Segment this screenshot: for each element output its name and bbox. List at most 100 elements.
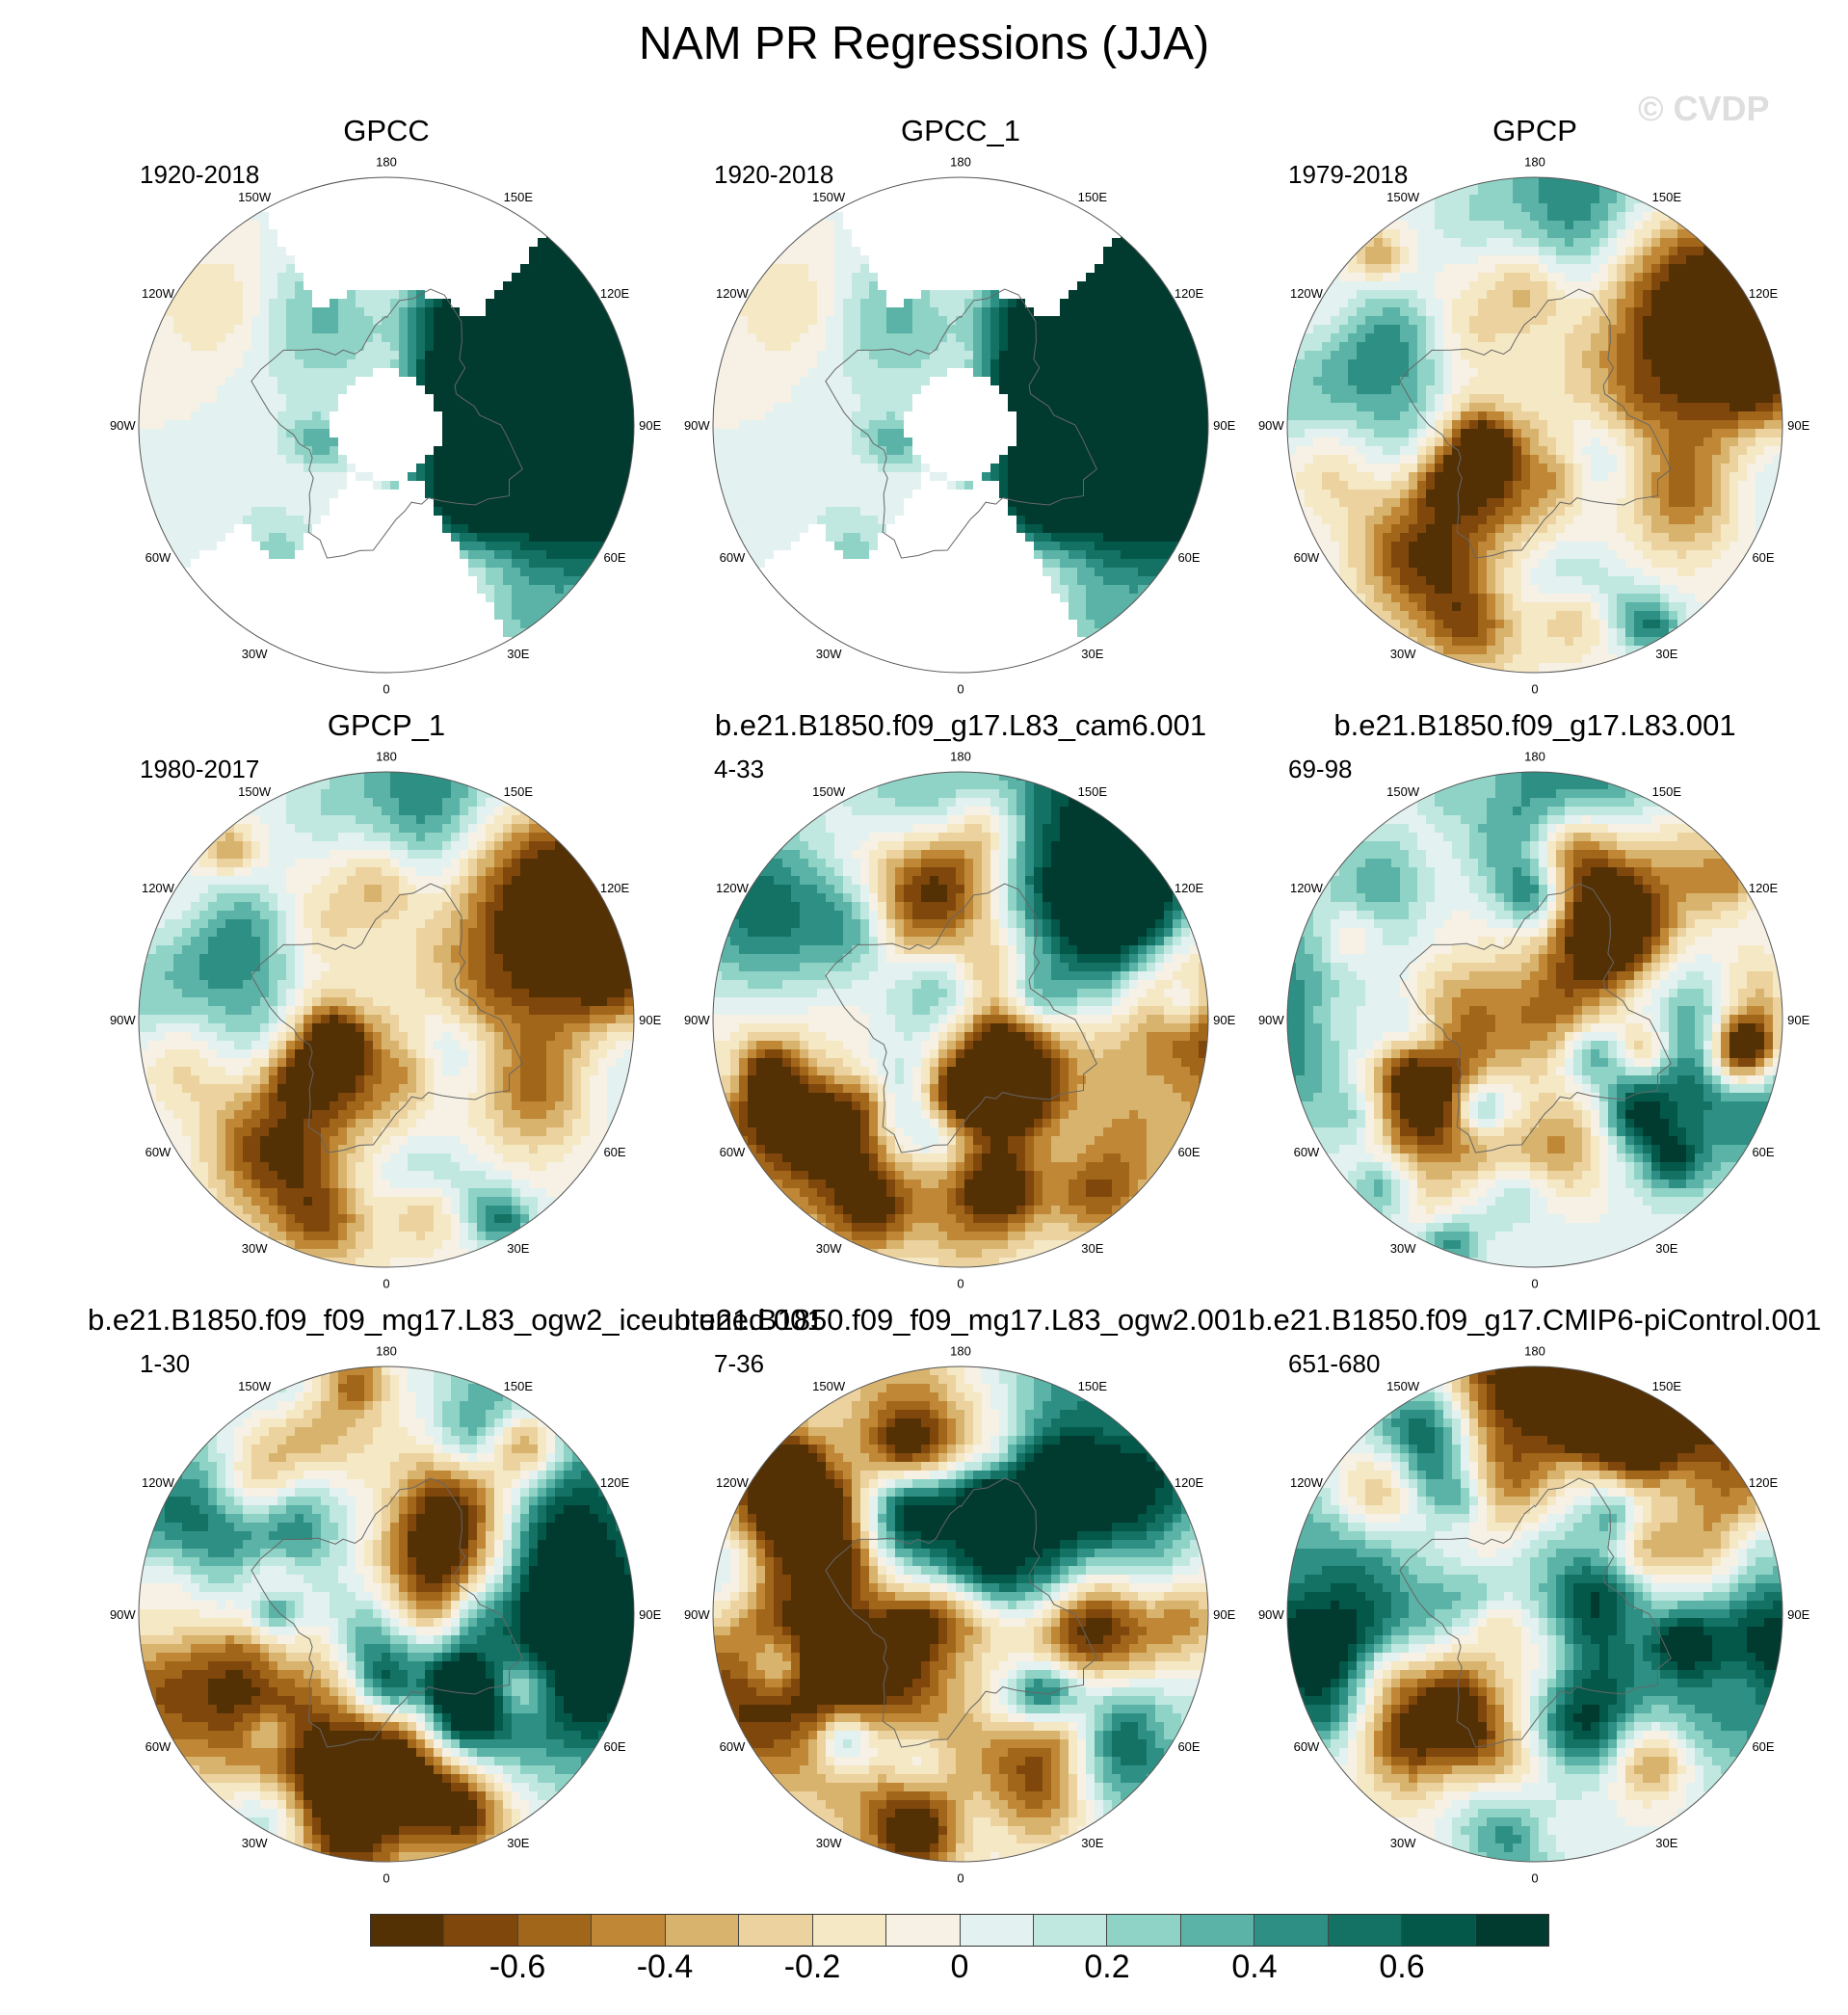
panel-years: 1920-2018 bbox=[140, 160, 259, 190]
colorbar-segment bbox=[1033, 1915, 1108, 1946]
longitude-label: 60E bbox=[603, 1145, 625, 1159]
coastline bbox=[251, 1477, 523, 1748]
colorbar-segment bbox=[1107, 1915, 1181, 1946]
longitude-label: 60W bbox=[145, 1739, 172, 1754]
longitude-label: 180 bbox=[950, 749, 971, 763]
longitude-label: 30W bbox=[816, 1836, 842, 1850]
longitude-label: 0 bbox=[383, 1277, 389, 1291]
longitude-label: 120E bbox=[1175, 286, 1204, 301]
longitude-label: 60W bbox=[720, 1739, 746, 1754]
panel-years: 4-33 bbox=[714, 755, 764, 784]
longitude-label: 60W bbox=[720, 1145, 746, 1159]
longitude-label: 180 bbox=[376, 154, 397, 169]
longitude-label: 0 bbox=[1531, 682, 1538, 697]
coastline bbox=[1399, 1477, 1672, 1748]
panel-years: 69-98 bbox=[1288, 755, 1353, 784]
longitude-label: 150E bbox=[1078, 1379, 1108, 1393]
panel-years: 1-30 bbox=[140, 1349, 190, 1379]
colorbar-segment bbox=[517, 1915, 593, 1946]
longitude-label: 150W bbox=[238, 784, 272, 799]
map-panel: GPCC_1 1920-2018 180 150E 120E 90E 60E 30E 0 30W 6… bbox=[684, 114, 1311, 711]
longitude-label: 60E bbox=[1177, 1739, 1200, 1754]
longitude-label: 150W bbox=[812, 784, 846, 799]
colorbar-tick-label: 0.6 bbox=[1379, 1949, 1424, 1986]
longitude-label: 120W bbox=[716, 286, 750, 301]
panel-title: GPCC_1 bbox=[662, 114, 1259, 148]
longitude-label: 60E bbox=[1177, 1145, 1200, 1159]
map-panel: b.e21.B1850.f09_g17.CMIP6-piControl.001 6… bbox=[1249, 1303, 1848, 1900]
longitude-label: 150W bbox=[238, 1379, 272, 1393]
map-panel: GPCC 1920-2018 180 150E 120E 90E 60E 30E 0 30W 60W… bbox=[110, 114, 737, 711]
longitude-label: 30E bbox=[1655, 647, 1677, 661]
map-panel: GPCP 1979-2018 180 150E 120E 90E 60E 30E 0 30W 60W… bbox=[1258, 114, 1848, 711]
colorbar-segment bbox=[592, 1915, 666, 1946]
longitude-label: 150E bbox=[1652, 190, 1682, 204]
longitude-label: 120E bbox=[1175, 881, 1204, 895]
polar-map: 180 150E 120E 90E 60E 30E 0 30W 60W 90W 120W 150W bbox=[110, 1343, 662, 1885]
longitude-label: 150W bbox=[1386, 784, 1420, 799]
longitude-label: 150E bbox=[1078, 784, 1108, 799]
colorbar-segment bbox=[1254, 1915, 1329, 1946]
longitude-label: 90W bbox=[684, 1013, 710, 1027]
map-panel: b.e21.B1850.f09_f09_mg17.L83_ogw2_iceunt… bbox=[88, 1303, 824, 1900]
longitude-label: 0 bbox=[957, 1871, 964, 1886]
longitude-label: 30E bbox=[1655, 1241, 1677, 1256]
longitude-label: 60E bbox=[603, 550, 625, 565]
regression-field bbox=[713, 1366, 1208, 1862]
longitude-label: 90W bbox=[1258, 1607, 1284, 1622]
longitude-label: 120E bbox=[1749, 881, 1779, 895]
longitude-label: 150W bbox=[238, 190, 272, 204]
longitude-label: 90E bbox=[1213, 418, 1235, 433]
figure-title: NAM PR Regressions (JJA) bbox=[0, 17, 1848, 70]
coastline bbox=[251, 288, 523, 559]
longitude-label: 60E bbox=[1752, 550, 1774, 565]
map-panel: GPCP_1 1980-2017 180 150E 120E 90E 60E 30E 0 30W 6… bbox=[110, 708, 737, 1306]
longitude-label: 30E bbox=[1081, 1241, 1103, 1256]
panel-title: b.e21.B1850.f09_g17.CMIP6-piControl.001 bbox=[1236, 1303, 1834, 1338]
panel-title: b.e21.B1850.f09_f09_mg17.L83_ogw2.001 bbox=[662, 1303, 1259, 1338]
polar-map: 180 150E 120E 90E 60E 30E 0 30W 60W 90W 120W 150W bbox=[110, 154, 662, 697]
longitude-label: 150W bbox=[812, 1379, 846, 1393]
longitude-label: 180 bbox=[1524, 1343, 1545, 1358]
longitude-label: 0 bbox=[383, 682, 389, 697]
colorbar-tick-label: 0.4 bbox=[1231, 1949, 1277, 1986]
longitude-label: 120W bbox=[1290, 1475, 1324, 1490]
longitude-label: 30W bbox=[242, 647, 268, 661]
coastline bbox=[825, 883, 1097, 1153]
longitude-label: 60W bbox=[720, 550, 746, 565]
panel-years: 1920-2018 bbox=[714, 160, 833, 190]
longitude-label: 60W bbox=[1294, 1145, 1320, 1159]
longitude-label: 90E bbox=[639, 1013, 661, 1027]
longitude-label: 60W bbox=[145, 550, 172, 565]
longitude-label: 120W bbox=[716, 881, 750, 895]
longitude-label: 90W bbox=[1258, 1013, 1284, 1027]
longitude-label: 120W bbox=[1290, 286, 1324, 301]
longitude-label: 150E bbox=[504, 190, 534, 204]
longitude-label: 150E bbox=[1652, 1379, 1682, 1393]
longitude-label: 180 bbox=[376, 1343, 397, 1358]
map-boundary bbox=[1286, 176, 1783, 674]
longitude-label: 150E bbox=[1078, 190, 1108, 204]
map-boundary bbox=[712, 771, 1209, 1268]
longitude-label: 60E bbox=[1752, 1145, 1774, 1159]
longitude-label: 0 bbox=[957, 682, 964, 697]
longitude-label: 120W bbox=[142, 286, 175, 301]
map-boundary bbox=[1286, 771, 1783, 1268]
colorbar-tick-label: 0.2 bbox=[1084, 1949, 1129, 1986]
coastline bbox=[825, 1477, 1097, 1748]
polar-map: 180 150E 120E 90E 60E 30E 0 30W 60W 90W 120W 150W bbox=[1258, 749, 1810, 1290]
longitude-label: 30W bbox=[1390, 647, 1416, 661]
regression-field bbox=[713, 772, 1208, 1267]
longitude-label: 90W bbox=[684, 418, 710, 433]
polar-map: 180 150E 120E 90E 60E 30E 0 30W 60W 90W 120W 150W bbox=[684, 1343, 1236, 1886]
longitude-label: 30E bbox=[507, 1836, 529, 1850]
longitude-label: 120W bbox=[142, 881, 175, 895]
longitude-label: 120E bbox=[1175, 1475, 1204, 1490]
colorbar-segment bbox=[1328, 1915, 1403, 1946]
longitude-label: 30W bbox=[242, 1836, 268, 1850]
longitude-label: 90E bbox=[639, 1607, 661, 1622]
longitude-label: 120E bbox=[1749, 286, 1779, 301]
longitude-label: 90W bbox=[110, 418, 136, 433]
map-panel: b.e21.B1850.f09_g17.L83.001 69-98 180 150E 1… bbox=[1258, 708, 1848, 1306]
longitude-label: 30E bbox=[507, 647, 529, 661]
